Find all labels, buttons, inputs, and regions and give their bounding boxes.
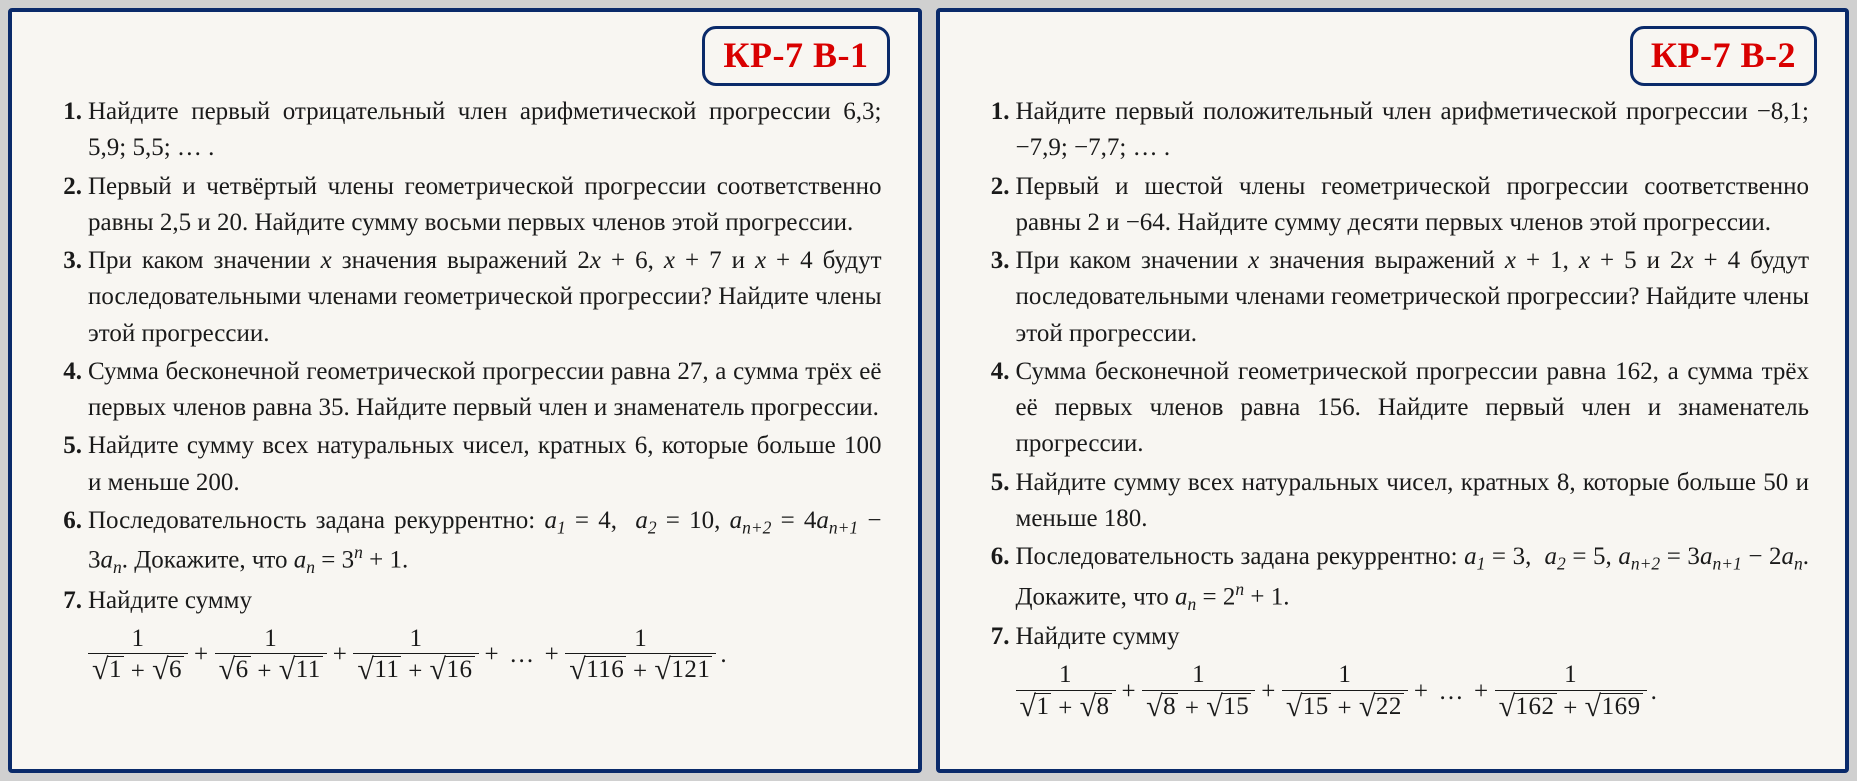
page: КР-7 В-1 1.Найдите первый отрицательный … <box>0 0 1857 781</box>
task-list: 1.Найдите первый отрицательный член ариф… <box>48 94 882 619</box>
task-text: При каком значении x значения выражений … <box>88 243 882 352</box>
task-item: 6.Последовательность задана рекуррентно:… <box>48 503 882 581</box>
task-text: Последовательность задана рекуррентно: a… <box>88 503 882 581</box>
task-item: 1.Найдите первый положительный член ариф… <box>976 94 1810 167</box>
task-number: 5. <box>976 465 1016 538</box>
task-text: Последовательность задана рекуррентно: a… <box>1016 539 1810 617</box>
task-item: 3.При каком значении x значения выражени… <box>976 243 1810 352</box>
task-item: 4.Сумма бесконечной геометрической прогр… <box>976 354 1810 463</box>
sum-formula: 1√1 + √6+1√6 + √11+1√11 + √16+…+1√116 + … <box>88 625 882 686</box>
task-number: 2. <box>976 169 1016 242</box>
task-text: Найдите сумму <box>88 583 882 619</box>
task-item: 2.Первый и четвёртый члены геометрическо… <box>48 169 882 242</box>
task-text: Первый и четвёртый члены геометрической … <box>88 169 882 242</box>
task-number: 6. <box>976 539 1016 617</box>
task-item: 5.Найдите сумму всех натуральных чисел, … <box>976 465 1810 538</box>
task-item: 1.Найдите первый отрицательный член ариф… <box>48 94 882 167</box>
task-number: 4. <box>976 354 1016 463</box>
task-text: Найдите первый положительный член арифме… <box>1016 94 1810 167</box>
variant-card-1: КР-7 В-1 1.Найдите первый отрицательный … <box>8 8 922 773</box>
task-item: 6.Последовательность задана рекуррентно:… <box>976 539 1810 617</box>
variant-badge: КР-7 В-2 <box>1630 26 1817 86</box>
task-text: Первый и шестой члены геометрической про… <box>1016 169 1810 242</box>
variant-card-2: КР-7 В-2 1.Найдите первый положительный … <box>936 8 1850 773</box>
task-text: Сумма бесконечной геометрической прогрес… <box>1016 354 1810 463</box>
task-number: 6. <box>48 503 88 581</box>
task-number: 7. <box>976 619 1016 655</box>
task-number: 3. <box>976 243 1016 352</box>
task-text: Сумма бесконечной геометрической прогрес… <box>88 354 882 427</box>
task-number: 2. <box>48 169 88 242</box>
task-item: 7.Найдите сумму <box>976 619 1810 655</box>
task-number: 1. <box>48 94 88 167</box>
task-list: 1.Найдите первый положительный член ариф… <box>976 94 1810 655</box>
task-number: 5. <box>48 428 88 501</box>
task-text: Найдите сумму <box>1016 619 1810 655</box>
sum-formula: 1√1 + √8+1√8 + √15+1√15 + √22+…+1√162 + … <box>1016 661 1810 722</box>
task-item: 7.Найдите сумму <box>48 583 882 619</box>
task-item: 3.При каком значении x значения выражени… <box>48 243 882 352</box>
variant-badge: КР-7 В-1 <box>702 26 889 86</box>
task-number: 7. <box>48 583 88 619</box>
task-text: При каком значении x значения выражений … <box>1016 243 1810 352</box>
task-number: 3. <box>48 243 88 352</box>
task-item: 4.Сумма бесконечной геометрической прогр… <box>48 354 882 427</box>
task-text: Найдите сумму всех натуральных чисел, кр… <box>88 428 882 501</box>
task-text: Найдите сумму всех натуральных чисел, кр… <box>1016 465 1810 538</box>
task-item: 2.Первый и шестой члены геометрической п… <box>976 169 1810 242</box>
task-text: Найдите первый отрицательный член арифме… <box>88 94 882 167</box>
task-item: 5.Найдите сумму всех натуральных чисел, … <box>48 428 882 501</box>
task-number: 4. <box>48 354 88 427</box>
task-number: 1. <box>976 94 1016 167</box>
